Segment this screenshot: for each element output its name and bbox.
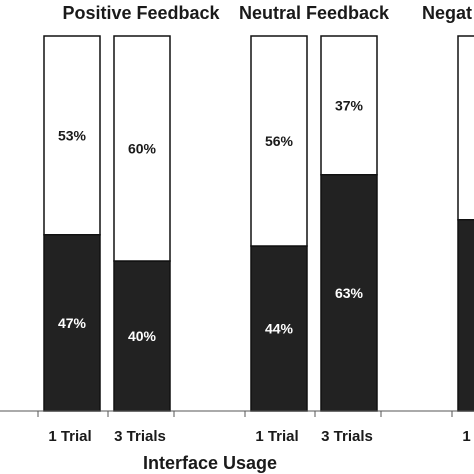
bar-segment-top [113, 35, 171, 262]
panel-title: Negat [422, 3, 472, 23]
x-tick-label: 1 Trial [48, 428, 91, 445]
data-label: 37% [335, 97, 364, 113]
data-label: 53% [58, 127, 87, 143]
bar-segment-top [320, 35, 378, 176]
x-axis [0, 410, 474, 417]
data-label: 40% [128, 328, 157, 344]
x-tick-labels: 1 Trial 3 Trials 1 Trial 3 Trials 1 Trial [48, 428, 474, 445]
x-tick-label: 1 Trial [462, 428, 474, 445]
x-tick-label: 1 Trial [255, 428, 298, 445]
panel-title: Positive Feedback [62, 3, 220, 23]
bar-segment-top [457, 35, 474, 221]
bar-segment-top [43, 35, 101, 236]
data-label: 47% [58, 315, 87, 331]
x-tick-label: 3 Trials [321, 428, 373, 445]
panel-title: Neutral Feedback [239, 3, 390, 23]
x-tick-label: 3 Trials [114, 428, 166, 445]
bars: 47%53%40%60%44%56%63%37%54 [43, 35, 474, 412]
bar-segment-bottom [457, 219, 474, 412]
x-axis-label: Interface Usage [143, 453, 277, 473]
data-label: 63% [335, 285, 364, 301]
bar-segment-top [250, 35, 308, 247]
bar-segment-bottom [43, 234, 101, 412]
data-label: 60% [128, 141, 157, 157]
data-label: 56% [265, 133, 294, 149]
panel-titles: Positive Feedback Neutral Feedback Negat [62, 3, 472, 23]
data-label: 44% [265, 321, 294, 337]
